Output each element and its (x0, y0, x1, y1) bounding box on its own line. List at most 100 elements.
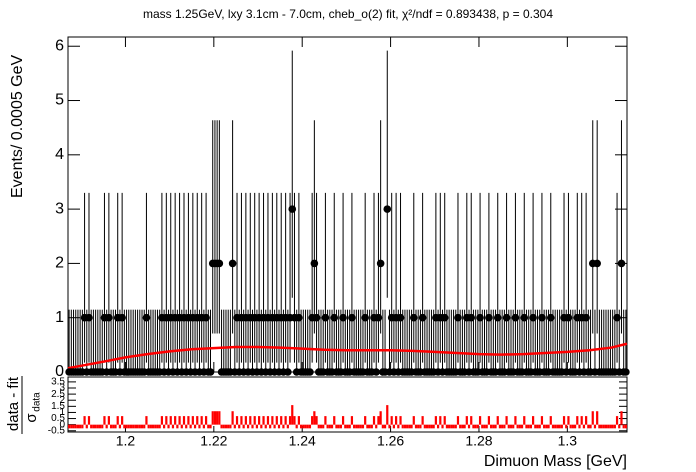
data-point (538, 313, 546, 322)
pull-bar (143, 424, 146, 429)
pull-bar (359, 424, 362, 429)
pull-bar (425, 424, 429, 429)
pull-bar (246, 424, 250, 429)
pull-bar (238, 424, 241, 429)
pull-bar (103, 416, 106, 425)
pull-bar (388, 424, 391, 429)
pull-bar (560, 424, 563, 429)
pull-bar (163, 424, 166, 429)
pull-bar (280, 416, 283, 425)
pull-bar (282, 424, 285, 429)
data-point (529, 313, 537, 322)
pull-bar (255, 424, 259, 429)
pull-bar (569, 424, 572, 429)
data-point (372, 368, 381, 376)
pull-bar (145, 416, 148, 425)
pull-bar (85, 424, 88, 429)
x-tick-label: 1.22 (200, 433, 227, 449)
pull-bar (114, 424, 117, 429)
y-tick-label: 0 (55, 363, 64, 380)
pull-bar (326, 424, 329, 429)
pull-bar (269, 424, 272, 429)
pull-bar (242, 424, 245, 429)
pull-bar (496, 416, 499, 425)
pull-bar (604, 424, 608, 429)
pull-bar (417, 424, 420, 429)
pull-bar (149, 424, 152, 429)
pull-bar (112, 424, 115, 429)
pull-bar (193, 424, 197, 429)
data-point (485, 313, 493, 322)
pull-bar (235, 416, 239, 425)
pull-bar (432, 424, 435, 429)
pull-bar (463, 424, 466, 429)
pull-bar (397, 424, 400, 429)
pull-bar (538, 424, 541, 429)
pull-y-tick-label: 2.5 (51, 389, 65, 400)
pull-bar (372, 416, 376, 425)
pull-bar (525, 424, 528, 429)
pull-bar (585, 416, 588, 425)
pull-bar (578, 424, 581, 429)
pull-bar (341, 416, 345, 425)
pull-bar (618, 424, 621, 429)
data-point (361, 313, 369, 322)
pull-bar (165, 416, 168, 425)
pull-bar (156, 424, 159, 429)
pull-bar (448, 424, 451, 429)
data-point (476, 313, 484, 322)
data-point (215, 259, 224, 268)
data-point (582, 313, 590, 322)
pull-bar (116, 416, 119, 425)
pull-bar (507, 424, 510, 429)
pull-bar (527, 424, 530, 429)
pull-bar (576, 416, 579, 425)
pull-y-tick-label: 1.5 (51, 401, 65, 412)
pull-bar (317, 424, 320, 429)
x-axis-label: Dimuon Mass [GeV] (484, 453, 627, 470)
pull-bar (262, 416, 265, 425)
pull-bar (92, 424, 95, 429)
pull-bar (286, 424, 289, 429)
pull-bar (355, 424, 358, 429)
pull-bar (386, 405, 389, 425)
pull-bar (337, 424, 340, 429)
pull-bar (587, 424, 590, 429)
pull-bar (83, 416, 86, 425)
pull-bar (554, 424, 557, 429)
pull-bar (516, 424, 519, 429)
pull-bar (330, 424, 334, 429)
pull-bar (76, 424, 80, 429)
pull-bar (476, 424, 479, 429)
pull-bar (339, 424, 342, 429)
pull-bar (518, 424, 521, 429)
data-point (440, 313, 449, 322)
pull-bar (478, 416, 482, 425)
pull-bar (452, 424, 455, 429)
x-tick-label: 1.28 (465, 433, 492, 449)
pull-bar (98, 424, 102, 429)
pull-bar (368, 424, 371, 429)
pull-bar (90, 424, 93, 429)
pull-bar (178, 416, 181, 425)
data-point (339, 313, 347, 322)
pull-bar (383, 424, 387, 429)
pull-bar (348, 424, 351, 429)
pull-bar (121, 416, 124, 425)
pull-bar (543, 424, 546, 429)
pull-bar (313, 411, 316, 425)
pull-bar (430, 424, 433, 429)
pull-bar (151, 424, 155, 429)
pull-bar (529, 424, 532, 429)
pull-bar (167, 424, 170, 429)
pull-bar (96, 424, 99, 429)
pull-bar (399, 416, 402, 425)
y-tick-label: 6 (55, 37, 64, 54)
pull-bar (395, 416, 398, 425)
data-point (396, 313, 405, 322)
pull-bar (403, 424, 407, 429)
pull-bar (231, 411, 234, 425)
data-point (105, 313, 113, 322)
chart-title: mass 1.25GeV, lxy 3.1cm - 7.0cm, cheb_o(… (143, 7, 553, 21)
